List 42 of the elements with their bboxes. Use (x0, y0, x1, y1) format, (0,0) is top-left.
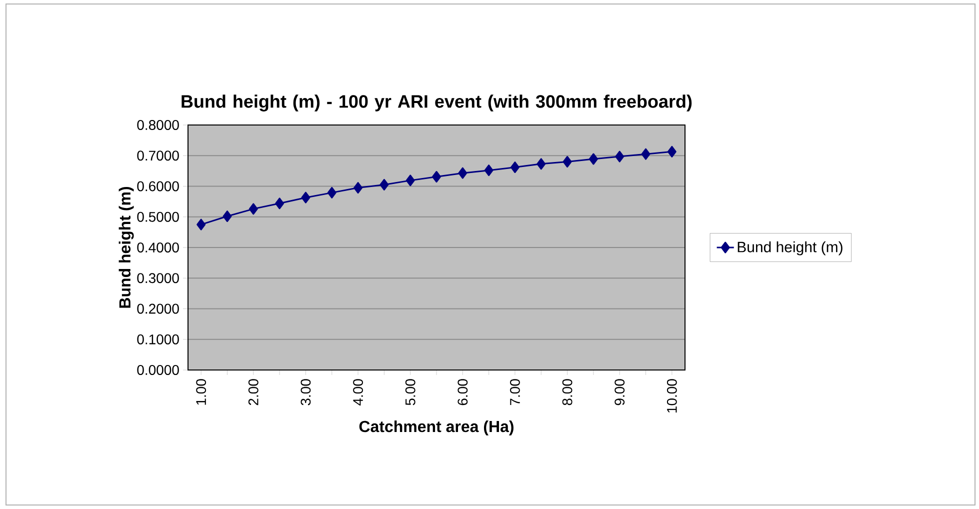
y-tick-label: 0.8000 (137, 120, 179, 130)
y-tick-label: 0.4000 (137, 242, 179, 252)
x-tick-label: 3.00 (300, 379, 311, 406)
point (641, 148, 650, 160)
y-tick-label: 0.0000 (137, 365, 179, 375)
x-tick-label: 8.00 (562, 379, 572, 406)
x-tick-label: 7.00 (510, 379, 520, 406)
point (588, 153, 598, 165)
x-tick-label: 10.00 (666, 379, 677, 412)
y-axis-title: Bund height (m) (118, 186, 134, 308)
point (484, 164, 494, 176)
point (562, 156, 572, 168)
x-tick-label: 9.00 (614, 379, 625, 406)
point (248, 203, 258, 215)
point (196, 218, 206, 230)
y-tick-label: 0.1000 (137, 334, 179, 344)
point (432, 171, 442, 183)
point (327, 186, 336, 198)
point (615, 150, 624, 162)
y-tick-label: 0.7000 (137, 150, 179, 161)
y-tick-label: 0.2000 (137, 304, 179, 314)
y-tick-label: 0.5000 (137, 212, 179, 222)
point (458, 167, 468, 179)
point (536, 158, 546, 170)
x-tick-label: 6.00 (458, 379, 468, 406)
point (380, 178, 389, 190)
point (222, 210, 232, 222)
point (301, 192, 310, 204)
point (275, 198, 284, 210)
point (510, 162, 520, 174)
x-tick-label: 4.00 (353, 379, 363, 406)
x-tick-label: 5.00 (405, 379, 416, 406)
chart-title: Bund height (m) - 100 yr ARI event (with 300mm freeboard) (182, 94, 692, 112)
point (354, 182, 363, 194)
legend-label: Bund height (m) (738, 241, 842, 256)
x-tick-label: 2.00 (248, 379, 258, 406)
x-axis-title: Catchment area (Ha) (359, 420, 514, 436)
point (667, 146, 676, 158)
y-tick-label: 0.6000 (137, 181, 179, 192)
x-tick-label: 1.00 (196, 379, 206, 405)
point (406, 174, 415, 186)
y-tick-label: 0.3000 (137, 273, 179, 284)
